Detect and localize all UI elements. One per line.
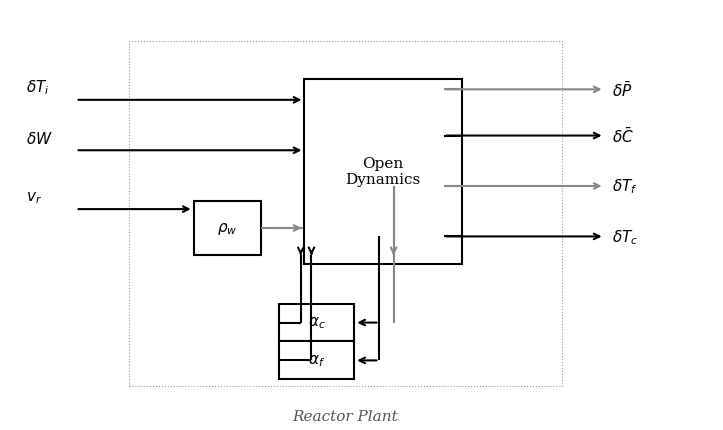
Text: $\delta W$: $\delta W$ xyxy=(25,131,53,147)
Text: $\delta T_c$: $\delta T_c$ xyxy=(612,227,638,246)
Text: $\alpha_f$: $\alpha_f$ xyxy=(308,353,325,369)
Text: $\delta\bar{P}$: $\delta\bar{P}$ xyxy=(612,80,632,100)
Text: $\rho_w$: $\rho_w$ xyxy=(218,221,238,237)
Text: $\delta T_i$: $\delta T_i$ xyxy=(25,78,49,96)
Text: $v_r$: $v_r$ xyxy=(25,190,41,206)
Text: Open
Dynamics: Open Dynamics xyxy=(346,157,421,187)
Bar xyxy=(304,80,461,264)
Bar xyxy=(279,304,354,342)
Bar xyxy=(194,201,262,256)
Text: $\delta\bar{C}$: $\delta\bar{C}$ xyxy=(612,127,633,146)
Bar xyxy=(279,342,354,379)
Text: Reactor Plant: Reactor Plant xyxy=(293,409,398,423)
Bar xyxy=(129,42,562,386)
Text: $\alpha_c$: $\alpha_c$ xyxy=(308,315,325,331)
Text: $\delta T_f$: $\delta T_f$ xyxy=(612,177,638,196)
